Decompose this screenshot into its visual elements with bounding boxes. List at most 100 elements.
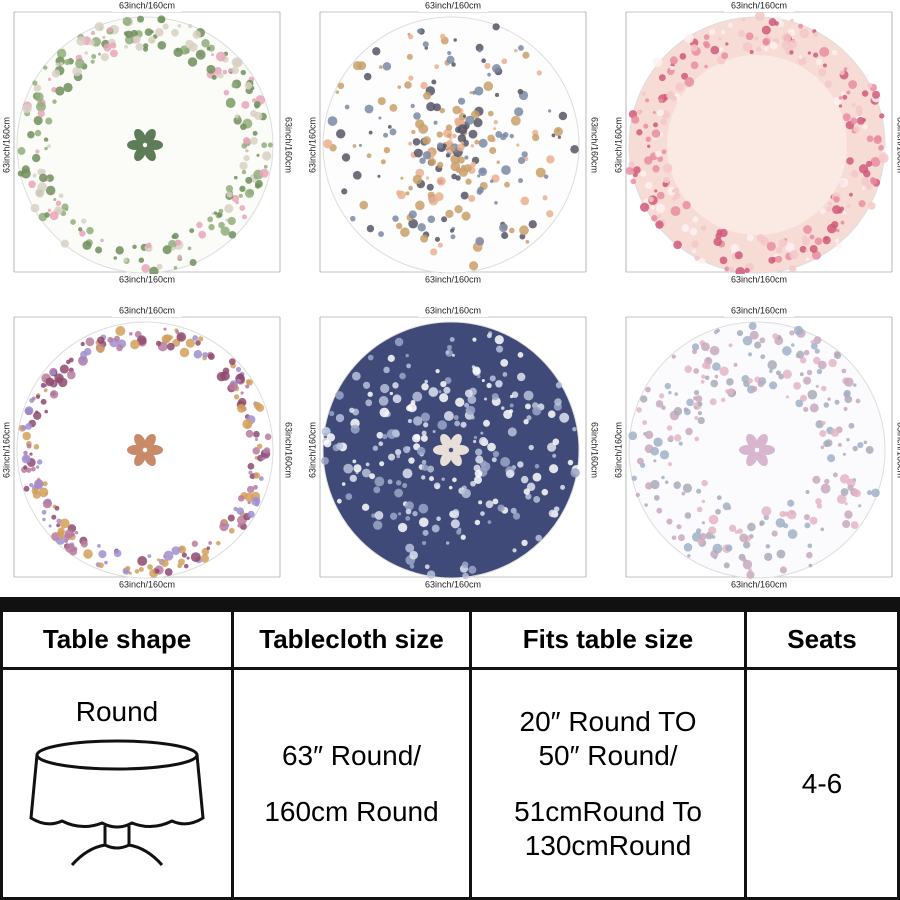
ornament (505, 469, 515, 479)
ornament (803, 349, 810, 356)
ornament (426, 183, 434, 191)
ornament (491, 393, 499, 401)
ornament (115, 326, 126, 337)
ornament (554, 398, 562, 406)
ornament (38, 487, 49, 498)
ornament (696, 488, 702, 494)
ornament (499, 223, 508, 233)
ornament (491, 174, 500, 183)
ornament (441, 477, 445, 481)
ornament (417, 223, 426, 232)
ornament (673, 187, 680, 194)
ornament (253, 430, 260, 438)
ornament (239, 161, 248, 171)
ornament (132, 244, 137, 250)
dimension-label: 63inch/160cm (896, 117, 900, 173)
ornament (478, 500, 483, 505)
ornament (455, 397, 465, 407)
ornament (74, 530, 79, 535)
ornament (374, 476, 385, 487)
tablecloth (16, 321, 274, 579)
ornament (352, 61, 363, 71)
ornament (64, 539, 69, 544)
ornament (742, 541, 751, 549)
ornament (763, 46, 769, 52)
ornament (486, 333, 492, 339)
ornament (341, 188, 348, 195)
ornament (343, 463, 354, 474)
ornament (35, 188, 45, 198)
ornament (440, 451, 452, 467)
ornament (134, 569, 140, 574)
ornament (84, 51, 89, 55)
ornament (693, 389, 700, 396)
header: Tablecloth size (231, 609, 472, 670)
ornament (228, 527, 235, 534)
ornament (43, 388, 48, 393)
ornament (254, 498, 260, 503)
ornament (804, 522, 811, 529)
ornament (219, 521, 229, 532)
ornament (42, 481, 48, 487)
ornament (97, 336, 105, 344)
ornament (37, 110, 45, 118)
ornament (470, 144, 475, 148)
ornament (799, 394, 807, 402)
ornament (187, 246, 192, 251)
ornament (819, 208, 826, 215)
ornament (449, 145, 456, 152)
ornament (59, 364, 69, 374)
ornament (470, 110, 480, 120)
ornament (252, 98, 257, 103)
dimension-label: 63inch/160cm (1, 422, 11, 478)
ornament (691, 240, 699, 248)
ornament (757, 380, 765, 388)
ornament (697, 410, 703, 416)
ornament (98, 52, 102, 56)
ornament (123, 258, 128, 263)
ornament (652, 57, 663, 68)
ornament (640, 170, 647, 177)
ornament (417, 28, 423, 34)
ornament (335, 391, 344, 400)
ornament (83, 358, 88, 363)
ornament (49, 369, 56, 376)
ornament (144, 433, 156, 449)
ornament (42, 499, 52, 509)
ornament (405, 508, 412, 515)
ornament (546, 210, 554, 218)
ornament (201, 39, 210, 48)
ornament (805, 257, 810, 261)
ornament (421, 475, 426, 480)
ornament (460, 141, 464, 145)
ornament (104, 560, 108, 565)
ornament (866, 184, 872, 190)
ornament (749, 50, 754, 55)
ornament (242, 419, 253, 430)
ornament (522, 51, 530, 59)
ornament (645, 98, 650, 103)
ornament (378, 396, 389, 406)
ornament (90, 59, 95, 64)
ornament (397, 522, 408, 533)
ornament (489, 375, 496, 382)
ornament (335, 413, 345, 423)
dimension-label: 63inch/160cm (307, 117, 317, 173)
ornament (34, 92, 44, 102)
ornament (33, 411, 42, 420)
ornament (242, 214, 247, 220)
ornament (500, 359, 509, 367)
ornament (734, 251, 743, 260)
ornament (789, 330, 795, 336)
ornament (100, 53, 109, 62)
ornament (470, 415, 475, 420)
ornament (686, 398, 694, 407)
ornament (28, 180, 36, 189)
ornament (822, 63, 827, 68)
ornament (30, 466, 36, 472)
ornament (826, 206, 832, 212)
ornament (856, 109, 863, 117)
ornament (831, 49, 838, 56)
ornament (41, 509, 47, 515)
ornament (676, 524, 682, 530)
